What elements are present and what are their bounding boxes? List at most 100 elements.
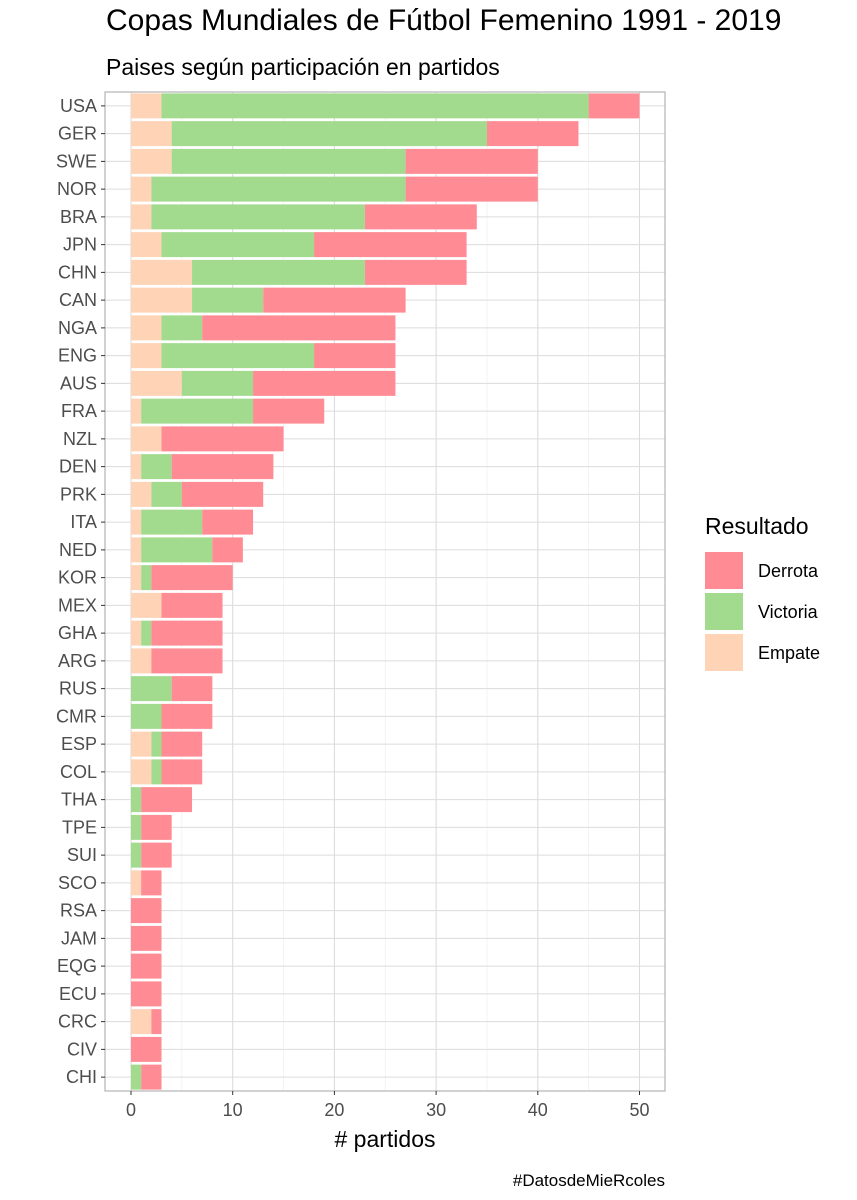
- bar-tpe-derrota: [141, 814, 172, 840]
- x-tick-label: 10: [223, 1100, 243, 1120]
- bar-crc-empate: [131, 1009, 152, 1035]
- y-tick-label: SCO: [58, 873, 97, 893]
- y-tick-label: NGA: [58, 318, 97, 338]
- bar-sco-derrota: [141, 870, 162, 896]
- bar-kor-victoria: [141, 565, 152, 591]
- bar-sui-victoria: [131, 842, 142, 868]
- bar-gha-derrota: [151, 620, 223, 646]
- caption: #DatosdeMieRcoles: [513, 1171, 665, 1190]
- bar-eqg-derrota: [131, 953, 162, 979]
- y-tick-label: CAN: [59, 290, 97, 310]
- y-tick-label: MEX: [58, 595, 97, 615]
- bar-col-empate: [131, 759, 152, 785]
- bar-eng-derrota: [314, 343, 396, 369]
- bar-chn-derrota: [364, 259, 467, 285]
- x-axis-title: # partidos: [334, 1126, 435, 1152]
- x-tick-label: 20: [324, 1100, 344, 1120]
- legend-key-empate: [705, 634, 743, 671]
- legend-label-empate: Empate: [758, 643, 820, 663]
- bar-usa-derrota: [588, 93, 640, 119]
- bar-aus-empate: [131, 370, 182, 396]
- bar-can-derrota: [263, 287, 406, 313]
- bar-arg-empate: [131, 648, 152, 674]
- bar-ger-empate: [131, 121, 172, 147]
- chart-title: Copas Mundiales de Fútbol Femenino 1991 …: [106, 4, 782, 37]
- bar-usa-victoria: [161, 93, 589, 119]
- y-axis: USA GER SWE NOR BRA JPN CHN CAN NGA ENG AUS FRA NZL D…: [56, 96, 105, 1087]
- y-tick-label: KOR: [58, 568, 97, 588]
- bar-tpe-victoria: [131, 814, 142, 840]
- x-tick-label: 50: [629, 1100, 649, 1120]
- bar-ned-derrota: [212, 537, 243, 563]
- bar-mex-empate: [131, 592, 162, 618]
- bar-nzl-empate: [131, 426, 162, 452]
- bar-fra-derrota: [253, 398, 325, 424]
- bar-nor-derrota: [405, 176, 538, 202]
- bar-eng-victoria: [161, 343, 315, 369]
- bar-mex-derrota: [161, 592, 223, 618]
- bar-den-empate: [131, 454, 142, 480]
- bar-nga-derrota: [202, 315, 396, 341]
- bar-ger-victoria: [171, 121, 487, 147]
- legend-key-derrota: [705, 552, 743, 589]
- bar-chi-derrota: [141, 1064, 162, 1090]
- y-tick-label: SWE: [56, 151, 97, 171]
- bar-can-victoria: [192, 287, 264, 313]
- bar-rus-derrota: [171, 676, 213, 702]
- bar-swe-derrota: [405, 148, 538, 174]
- plot-border: [104, 91, 666, 1092]
- bar-bra-empate: [131, 204, 152, 230]
- bar-chi-victoria: [131, 1064, 142, 1090]
- bar-gha-empate: [131, 620, 142, 646]
- y-tick-label: NZL: [63, 429, 97, 449]
- bar-jpn-empate: [131, 232, 162, 258]
- bar-aus-victoria: [181, 370, 254, 396]
- chart-subtitle: Paises según participación en partidos: [106, 54, 500, 80]
- x-tick-label: 30: [426, 1100, 446, 1120]
- bar-nor-empate: [131, 176, 152, 202]
- bar-ger-derrota: [486, 121, 579, 147]
- y-tick-label: RUS: [59, 679, 97, 699]
- bar-nzl-derrota: [161, 426, 284, 452]
- y-tick-label: CHN: [58, 262, 97, 282]
- x-axis: 0 10 20 30 40 50: [126, 1091, 650, 1120]
- bar-nga-victoria: [161, 315, 203, 341]
- y-tick-label: CRC: [58, 1012, 97, 1032]
- y-tick-label: DEN: [59, 457, 97, 477]
- bar-col-victoria: [151, 759, 162, 785]
- bar-esp-victoria: [151, 731, 162, 757]
- bar-prk-victoria: [151, 481, 182, 507]
- y-tick-label: PRK: [60, 484, 97, 504]
- bar-ita-victoria: [141, 509, 203, 535]
- legend: Resultado Derrota Victoria Empate: [705, 513, 820, 671]
- y-tick-label: USA: [60, 96, 97, 116]
- bar-usa-empate: [131, 93, 162, 119]
- legend-label-derrota: Derrota: [758, 561, 819, 581]
- bar-den-derrota: [171, 454, 274, 480]
- bar-gha-victoria: [141, 620, 152, 646]
- bar-jpn-derrota: [314, 232, 467, 258]
- y-tick-label: EQG: [57, 956, 97, 976]
- bar-civ-derrota: [131, 1036, 162, 1062]
- bar-tha-victoria: [131, 787, 142, 813]
- y-tick-label: RSA: [60, 901, 97, 921]
- bar-esp-derrota: [161, 731, 203, 757]
- bar-kor-empate: [131, 565, 142, 591]
- legend-title: Resultado: [705, 513, 809, 539]
- bar-crc-derrota: [151, 1009, 162, 1035]
- bar-nga-empate: [131, 315, 162, 341]
- bar-ita-empate: [131, 509, 142, 535]
- y-tick-label: GHA: [58, 623, 97, 643]
- y-tick-label: JAM: [61, 928, 97, 948]
- legend-label-victoria: Victoria: [758, 602, 819, 622]
- bar-tha-derrota: [141, 787, 193, 813]
- y-tick-label: BRA: [60, 207, 97, 227]
- bar-sui-derrota: [141, 842, 172, 868]
- y-tick-label: GER: [58, 124, 97, 144]
- bar-rus-victoria: [131, 676, 172, 702]
- y-tick-label: TPE: [62, 817, 97, 837]
- bar-den-victoria: [141, 454, 172, 480]
- y-tick-label: THA: [61, 790, 97, 810]
- bar-ned-empate: [131, 537, 142, 563]
